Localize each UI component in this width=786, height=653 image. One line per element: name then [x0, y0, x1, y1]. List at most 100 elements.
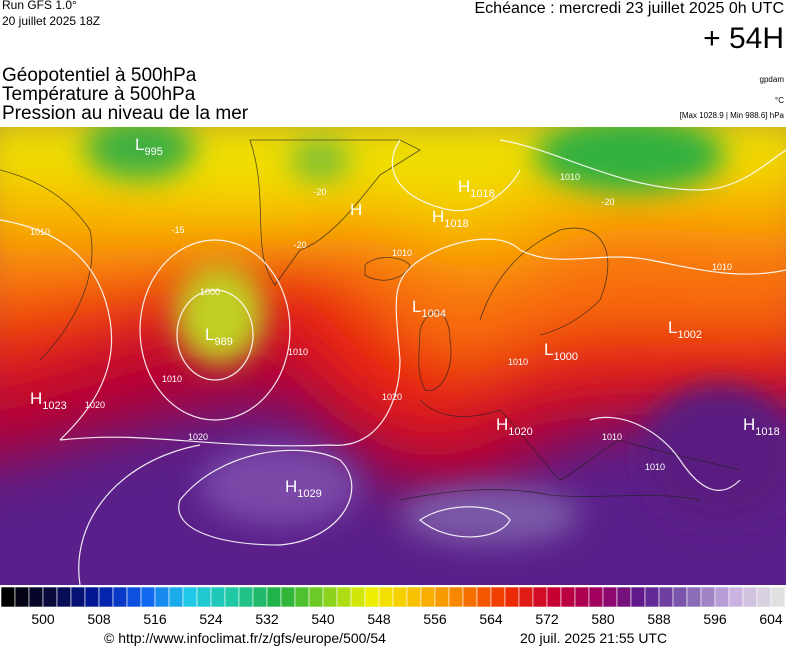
colorbar-swatch [714, 586, 730, 608]
isobar-label: 1020 [188, 432, 208, 442]
colorbar-tick-label: 588 [647, 611, 671, 627]
colorbar-swatch [434, 586, 450, 608]
colorbar-swatch [546, 586, 562, 608]
colorbar-tick-label: 516 [143, 611, 167, 627]
colorbar-swatch [742, 586, 758, 608]
colorbar-swatch [336, 586, 352, 608]
colorbar-swatch [28, 586, 44, 608]
colorbar-swatch [448, 586, 464, 608]
colorbar-swatch [98, 586, 114, 608]
center-value: 989 [214, 336, 232, 348]
colorbar-swatch [182, 586, 198, 608]
isobar-label: 1010 [288, 347, 308, 357]
colorbar-swatch [42, 586, 58, 608]
colorbar-swatch [532, 586, 548, 608]
center-letter: L [412, 297, 421, 316]
center-letter: H [285, 477, 297, 496]
colorbar-swatch [616, 586, 632, 608]
colorbar-tick-label: 556 [423, 611, 447, 627]
colorbar-swatch [658, 586, 674, 608]
center-value: 995 [144, 146, 162, 158]
isobar-label: -15 [171, 225, 184, 235]
unit-label: °C [775, 96, 784, 105]
colorbar-swatch [238, 586, 254, 608]
colorbar-swatch [462, 586, 478, 608]
lead-time: + 54H [703, 22, 784, 55]
isobar-label: 1010 [392, 248, 412, 258]
colorbar-tick-label: 548 [367, 611, 391, 627]
center-value: 1002 [677, 329, 701, 341]
pressure-center: H1023 [30, 389, 67, 412]
center-value: 1023 [42, 400, 66, 412]
isobar-label: -20 [293, 240, 306, 250]
unit-label: [Max 1028.9 | Min 988.6] hPa [680, 111, 785, 120]
colorbar-swatch [700, 586, 716, 608]
center-value: 1020 [508, 426, 532, 438]
echeance: Echéance : mercredi 23 juillet 2025 0h U… [475, 0, 785, 17]
isobar-label: 1000 [200, 287, 220, 297]
colorbar-swatch [644, 586, 660, 608]
colorbar-swatch [770, 586, 786, 608]
colorbar-swatch [0, 586, 16, 608]
colorbar-swatch [518, 586, 534, 608]
colorbar-tick-label: 580 [591, 611, 615, 627]
center-letter: L [544, 340, 553, 359]
pressure-center: L989 [205, 325, 233, 348]
isobar-label: 1010 [30, 227, 50, 237]
colorbar-swatch [140, 586, 156, 608]
colorbar-swatch [490, 586, 506, 608]
isobar-label: 1010 [508, 357, 528, 367]
colorbar-swatch [112, 586, 128, 608]
run-date: 20 juillet 2025 18Z [2, 14, 100, 28]
isobar-label: 1010 [162, 374, 182, 384]
colorbar-swatch [476, 586, 492, 608]
center-letter: H [743, 415, 755, 434]
colorbar-tick-label: 564 [479, 611, 503, 627]
colorbar-swatch [560, 586, 576, 608]
run-label: Run GFS 1.0° [2, 0, 77, 12]
center-letter: H [458, 177, 470, 196]
colorbar-swatch [168, 586, 184, 608]
colorbar-swatch [280, 586, 296, 608]
colorbar-swatch [392, 586, 408, 608]
colorbar-swatch [224, 586, 240, 608]
isobar-label: 1020 [85, 400, 105, 410]
colorbar-swatch [252, 586, 268, 608]
center-value: 1004 [421, 308, 445, 320]
colorbar-swatch [378, 586, 394, 608]
colorbar-swatch [728, 586, 744, 608]
field-label: Pression au niveau de la mer [2, 103, 249, 124]
colorbar-tick-label: 540 [311, 611, 335, 627]
colorbar-swatch [308, 586, 324, 608]
pressure-center: L1004 [412, 297, 446, 320]
unit-label: gpdam [760, 75, 785, 84]
pressure-center: H1020 [496, 415, 533, 438]
colorbar-swatch [294, 586, 310, 608]
colorbar-swatch [14, 586, 30, 608]
colorbar-swatch [196, 586, 212, 608]
isobar-label: 1010 [712, 262, 732, 272]
center-letter: H [432, 207, 444, 226]
colorbar-swatch [266, 586, 282, 608]
center-letter: H [30, 389, 42, 408]
isobar-label: 1010 [602, 432, 622, 442]
issue-date: 20 juil. 2025 21:55 UTC [520, 630, 667, 646]
colorbar-swatch [420, 586, 436, 608]
isobar-label: 1020 [382, 392, 402, 402]
colorbar-swatch [210, 586, 226, 608]
center-letter: L [135, 135, 144, 154]
center-value: 1029 [297, 488, 321, 500]
isobar-label: -20 [313, 187, 326, 197]
isobar-label: -20 [601, 197, 614, 207]
colorbar-swatch [322, 586, 338, 608]
center-letter: L [668, 318, 677, 337]
colorbar-tick-label: 524 [199, 611, 223, 627]
colorbar-tick-label: 532 [255, 611, 279, 627]
colorbar-swatch [154, 586, 170, 608]
colorbar-tick-label: 596 [703, 611, 727, 627]
center-letter: L [205, 325, 214, 344]
pressure-center: H1018 [432, 207, 469, 230]
colorbar-swatch [756, 586, 772, 608]
